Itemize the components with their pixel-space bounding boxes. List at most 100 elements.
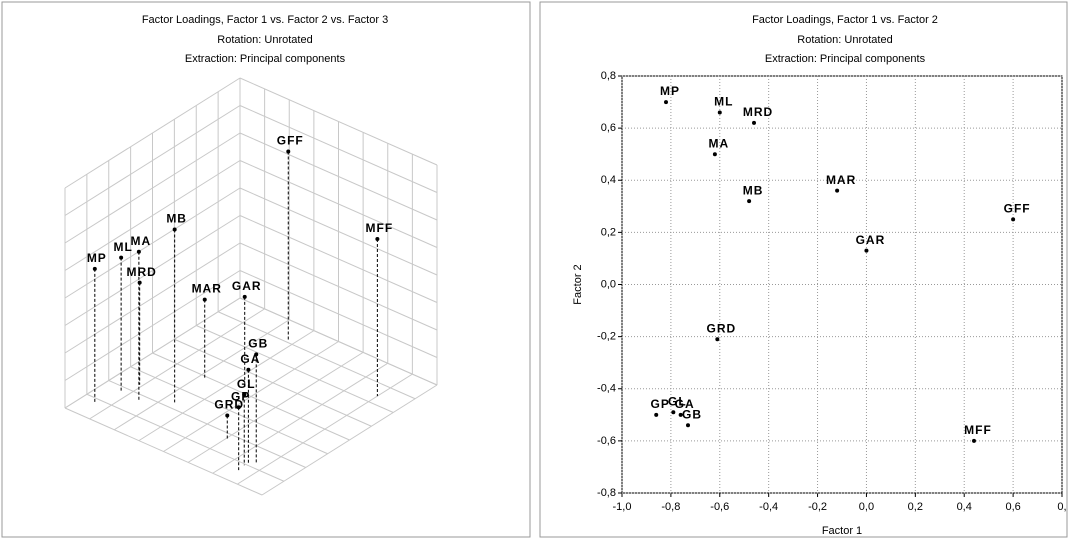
point	[202, 297, 207, 302]
point	[286, 149, 291, 154]
y-tick-label: 0,4	[601, 174, 616, 186]
point	[254, 352, 259, 357]
y-tick-label: 0,0	[601, 278, 616, 290]
point-label: MRD	[743, 105, 773, 119]
chart-title: Factor Loadings, Factor 1 vs. Factor 2	[752, 14, 938, 26]
point-label: MP	[87, 251, 107, 265]
floor-grid	[89, 308, 265, 420]
point	[664, 100, 668, 105]
point-label: GRD	[214, 398, 244, 412]
x-tick-label: -0,8	[661, 501, 680, 513]
y-tick-label: 0,6	[601, 122, 616, 134]
floor-grid	[174, 338, 372, 427]
point-label: GL	[237, 377, 256, 391]
x-tick-label: 0,4	[957, 501, 972, 513]
point-label: GL	[668, 394, 687, 408]
point-label: MRD	[126, 265, 156, 279]
chart-subtitle: Extraction: Principal components	[185, 53, 346, 65]
point-label: GFF	[1004, 202, 1031, 216]
point-label: MFF	[366, 221, 394, 235]
wall-grid	[64, 160, 241, 271]
x-tick-label: -0,4	[759, 501, 778, 513]
x-axis-label: Factor 1	[822, 525, 862, 537]
point-label: MB	[743, 183, 764, 197]
wall-grid	[239, 105, 438, 193]
point	[242, 392, 247, 397]
point	[136, 249, 141, 254]
point-label: MA	[131, 234, 152, 248]
point-label: MP	[660, 84, 680, 98]
right-panel	[539, 1, 1068, 538]
wall-grid	[64, 105, 241, 216]
wall-grid	[239, 132, 438, 221]
wall-grid	[64, 77, 241, 189]
left-panel	[1, 1, 531, 538]
y-tick-label: -0,8	[597, 487, 616, 499]
point	[225, 413, 230, 418]
point	[1011, 217, 1016, 222]
point	[752, 120, 756, 125]
point-label: MA	[709, 136, 730, 150]
point-label: GB	[682, 407, 702, 421]
y-tick-label: 0,8	[601, 70, 616, 82]
point	[678, 412, 683, 417]
wall-grid	[64, 132, 241, 244]
point	[242, 294, 247, 299]
point-label: GAR	[856, 233, 886, 247]
floor-grid	[196, 325, 394, 413]
y-tick-label: -0,4	[597, 383, 616, 395]
point-label: GP	[231, 389, 250, 403]
point-label: GRD	[706, 321, 736, 335]
point	[864, 248, 869, 253]
point	[671, 410, 676, 415]
wall-grid	[64, 187, 241, 299]
wall-grid	[239, 160, 438, 248]
point-label: GP	[651, 397, 670, 411]
point-label: GA	[675, 397, 695, 411]
x-tick-label: -0,6	[710, 501, 729, 513]
point-label: MFF	[964, 423, 992, 437]
x-tick-label: 0,6	[1005, 501, 1020, 513]
x-tick-label: -1,0	[613, 501, 632, 513]
point	[835, 188, 840, 193]
point	[712, 152, 717, 157]
point-label: GAR	[232, 279, 262, 293]
point	[92, 266, 97, 271]
floor-grid	[138, 330, 315, 442]
point	[972, 438, 976, 443]
x-tick-label: 0,	[1057, 501, 1066, 513]
point	[172, 227, 177, 232]
point-label: ML	[714, 95, 733, 109]
floor-grid	[113, 319, 290, 431]
point-label: MAR	[826, 173, 856, 187]
point	[717, 110, 722, 115]
point-label: ML	[113, 240, 132, 254]
point	[686, 423, 690, 428]
wall-grid	[239, 187, 438, 276]
y-tick-label: 0,2	[601, 226, 616, 238]
wall-grid	[239, 77, 438, 166]
point	[747, 199, 752, 204]
point	[654, 412, 659, 417]
chart-subtitle: Rotation: Unrotated	[217, 34, 312, 46]
chart-subtitle: Extraction: Principal components	[765, 53, 926, 65]
x-tick-label: 0,0	[859, 501, 874, 513]
point	[375, 236, 380, 241]
x-tick-label: 0,2	[908, 501, 923, 513]
x-tick-label: -0,2	[808, 501, 827, 513]
point-label: GB	[248, 337, 268, 351]
point	[715, 337, 720, 342]
y-tick-label: -0,6	[597, 435, 616, 447]
point-label: MB	[166, 212, 187, 226]
point	[137, 280, 142, 285]
floor-grid	[239, 297, 438, 386]
point	[236, 405, 241, 410]
y-tick-label: -0,2	[597, 331, 616, 343]
point-label: GFF	[277, 134, 304, 148]
floor-grid	[217, 311, 416, 400]
point-label: MAR	[192, 282, 222, 296]
y-axis-label: Factor 2	[572, 264, 584, 304]
chart-subtitle: Rotation: Unrotated	[797, 34, 892, 46]
point	[119, 255, 124, 260]
